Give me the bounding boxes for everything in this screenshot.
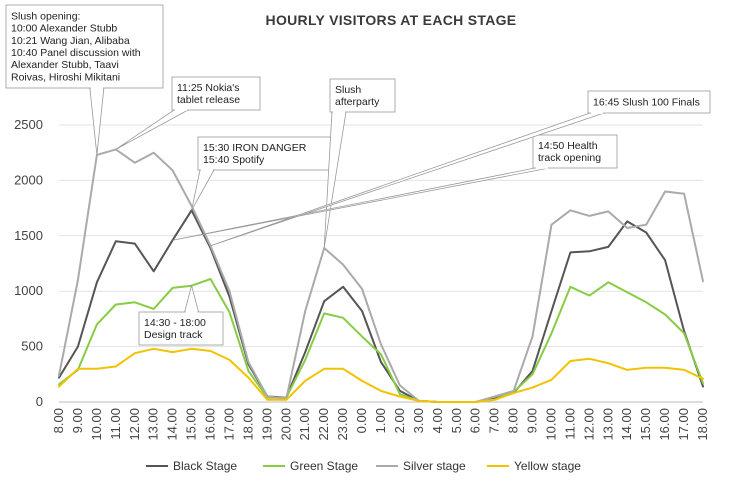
annotation-text: Alexander Stubb, Taavi (11, 59, 119, 71)
callout-box (138, 311, 224, 346)
callout-box (532, 134, 618, 169)
annotation-text: 14:30 - 18:00 (144, 317, 206, 329)
legend-label: Yellow stage (514, 459, 581, 473)
annotation-text: 11:25 Nokia's (177, 82, 240, 94)
x-tick-label: 0.00 (354, 408, 369, 433)
annotation-callout: Slush opening:10:00 Alexander Stubb10:21… (5, 4, 164, 155)
callout-box (5, 4, 164, 89)
x-tick-label: 7.00 (487, 408, 502, 433)
x-tick-label: 6.00 (468, 408, 483, 433)
annotation-text: Roivas, Hiroshi Mikitani (11, 71, 120, 83)
series-line-silver-stage (58, 148, 704, 403)
x-tick-label: 11.00 (562, 408, 577, 440)
x-tick-label: 4.00 (430, 408, 445, 433)
legend-label: Black Stage (173, 459, 237, 473)
x-tick-label: 1.00 (373, 408, 388, 433)
callout-pointer (191, 169, 215, 211)
x-tick-label: 8.00 (506, 408, 521, 433)
callout-pointer (89, 87, 105, 155)
x-tick-label: 10.00 (89, 408, 104, 441)
annotation-text: track opening (538, 152, 601, 164)
x-tick-label: 17.00 (221, 408, 236, 441)
legend-label: Silver stage (403, 459, 466, 473)
x-tick-label: 13.00 (600, 408, 615, 441)
annotation-text: Slush (335, 84, 361, 96)
y-tick-label: 2000 (14, 172, 43, 187)
annotation-text: 15:40 Spotify (203, 154, 265, 166)
x-tick-label: 12.00 (581, 408, 596, 441)
y-tick-label: 0 (36, 394, 43, 409)
x-tick-label: 9.00 (70, 408, 85, 433)
x-tick-label: 5.00 (449, 408, 464, 433)
series-line-yellow-stage (58, 347, 704, 403)
y-tick-label: 1500 (14, 228, 43, 243)
x-tick-label: 13.00 (146, 408, 161, 441)
y-tick-label: 1000 (14, 283, 43, 298)
x-tick-label: 9.00 (525, 408, 540, 433)
y-tick-label: 500 (21, 339, 43, 354)
x-tick-label: 23.00 (335, 408, 350, 441)
legend-item: Green Stage (263, 459, 358, 473)
x-tick-label: 21.00 (297, 408, 312, 441)
x-tick-label: 20.00 (278, 408, 293, 441)
callout-box (329, 78, 396, 113)
x-tick-label: 3.00 (411, 408, 426, 433)
x-tick-label: 15.00 (638, 408, 653, 441)
x-tick-label: 18.00 (240, 408, 255, 441)
x-tick-label: 17.00 (676, 408, 691, 441)
annotation-text: afterparty (335, 96, 380, 108)
x-tick-label: 19.00 (259, 408, 274, 441)
annotation-text: 14:50 Health (538, 140, 598, 152)
callout-pointer (172, 167, 550, 241)
y-tick-label: 2500 (14, 117, 43, 132)
callout-box (197, 136, 335, 171)
legend-item: Black Stage (146, 459, 237, 473)
annotation-text: 10:21 Wang Jian, Alibaba (11, 35, 130, 47)
annotation-text: 10:00 Alexander Stubb (11, 23, 117, 35)
annotation-callout: 16:45 Slush 100 Finals (210, 90, 711, 247)
series-line-black-stage (58, 209, 704, 403)
x-tick-label: 18.00 (695, 408, 710, 441)
x-tick-label: 8.00 (51, 408, 66, 433)
legend-label: Green Stage (290, 459, 358, 473)
x-tick-label: 12.00 (127, 408, 142, 441)
chart-title: HOURLY VISITORS AT EACH STAGE (266, 12, 517, 28)
x-tick-label: 16.00 (657, 408, 672, 441)
callout-pointer (115, 109, 189, 150)
annotation-text: 15:30 IRON DANGER (203, 142, 307, 154)
annotation-text: tablet release (177, 94, 240, 106)
x-tick-label: 14.00 (619, 408, 634, 441)
x-tick-label: 14.00 (165, 408, 180, 441)
x-tick-label: 15.00 (184, 408, 199, 441)
x-tick-label: 10.00 (543, 408, 558, 441)
x-tick-label: 11.00 (108, 408, 123, 440)
legend-item: Yellow stage (487, 459, 581, 473)
legend-item: Silver stage (376, 459, 466, 473)
series-line-green-stage (58, 278, 704, 403)
callout-pointer (210, 112, 605, 247)
annotation-text: 10:40 Panel discussion with (11, 47, 141, 59)
callout-pointer (184, 284, 200, 313)
callout-box (587, 90, 711, 114)
annotation-text: Slush opening: (11, 10, 80, 22)
x-tick-label: 22.00 (316, 408, 331, 441)
x-tick-label: 16.00 (203, 408, 218, 441)
x-tick-label: 2.00 (392, 408, 407, 433)
annotation-text: 16:45 Slush 100 Finals (593, 96, 700, 108)
callout-box (171, 76, 261, 111)
annotation-text: Design track (144, 329, 203, 341)
